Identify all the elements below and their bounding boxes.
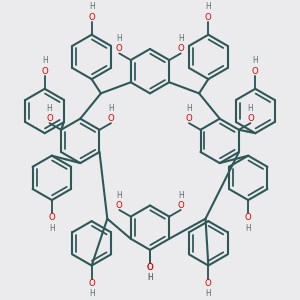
Text: H: H [47, 104, 52, 113]
Text: H: H [206, 2, 211, 11]
Text: O: O [41, 67, 48, 76]
Text: H: H [186, 104, 192, 113]
Text: H: H [206, 289, 211, 298]
Text: H: H [89, 289, 94, 298]
Text: H: H [42, 56, 48, 65]
Text: H: H [49, 224, 55, 233]
Text: O: O [247, 114, 254, 123]
Text: O: O [46, 114, 53, 123]
Text: O: O [205, 279, 212, 288]
Text: O: O [108, 114, 114, 123]
Text: H: H [147, 274, 153, 283]
Text: H: H [178, 190, 184, 200]
Text: O: O [88, 279, 95, 288]
Text: O: O [147, 263, 153, 272]
Text: O: O [48, 213, 55, 222]
Text: H: H [245, 224, 251, 233]
Text: H: H [147, 274, 153, 283]
Text: H: H [116, 190, 122, 200]
Text: O: O [186, 114, 192, 123]
Text: O: O [177, 44, 184, 53]
Text: O: O [88, 13, 95, 22]
Text: O: O [147, 263, 153, 272]
Text: H: H [108, 104, 114, 113]
Text: O: O [116, 201, 123, 210]
Text: H: H [252, 56, 258, 65]
Text: O: O [177, 201, 184, 210]
Text: O: O [116, 44, 123, 53]
Text: H: H [89, 2, 94, 11]
Text: O: O [205, 13, 212, 22]
Text: H: H [116, 34, 122, 43]
Text: O: O [245, 213, 252, 222]
Text: H: H [248, 104, 253, 113]
Text: O: O [252, 67, 259, 76]
Text: H: H [178, 34, 184, 43]
